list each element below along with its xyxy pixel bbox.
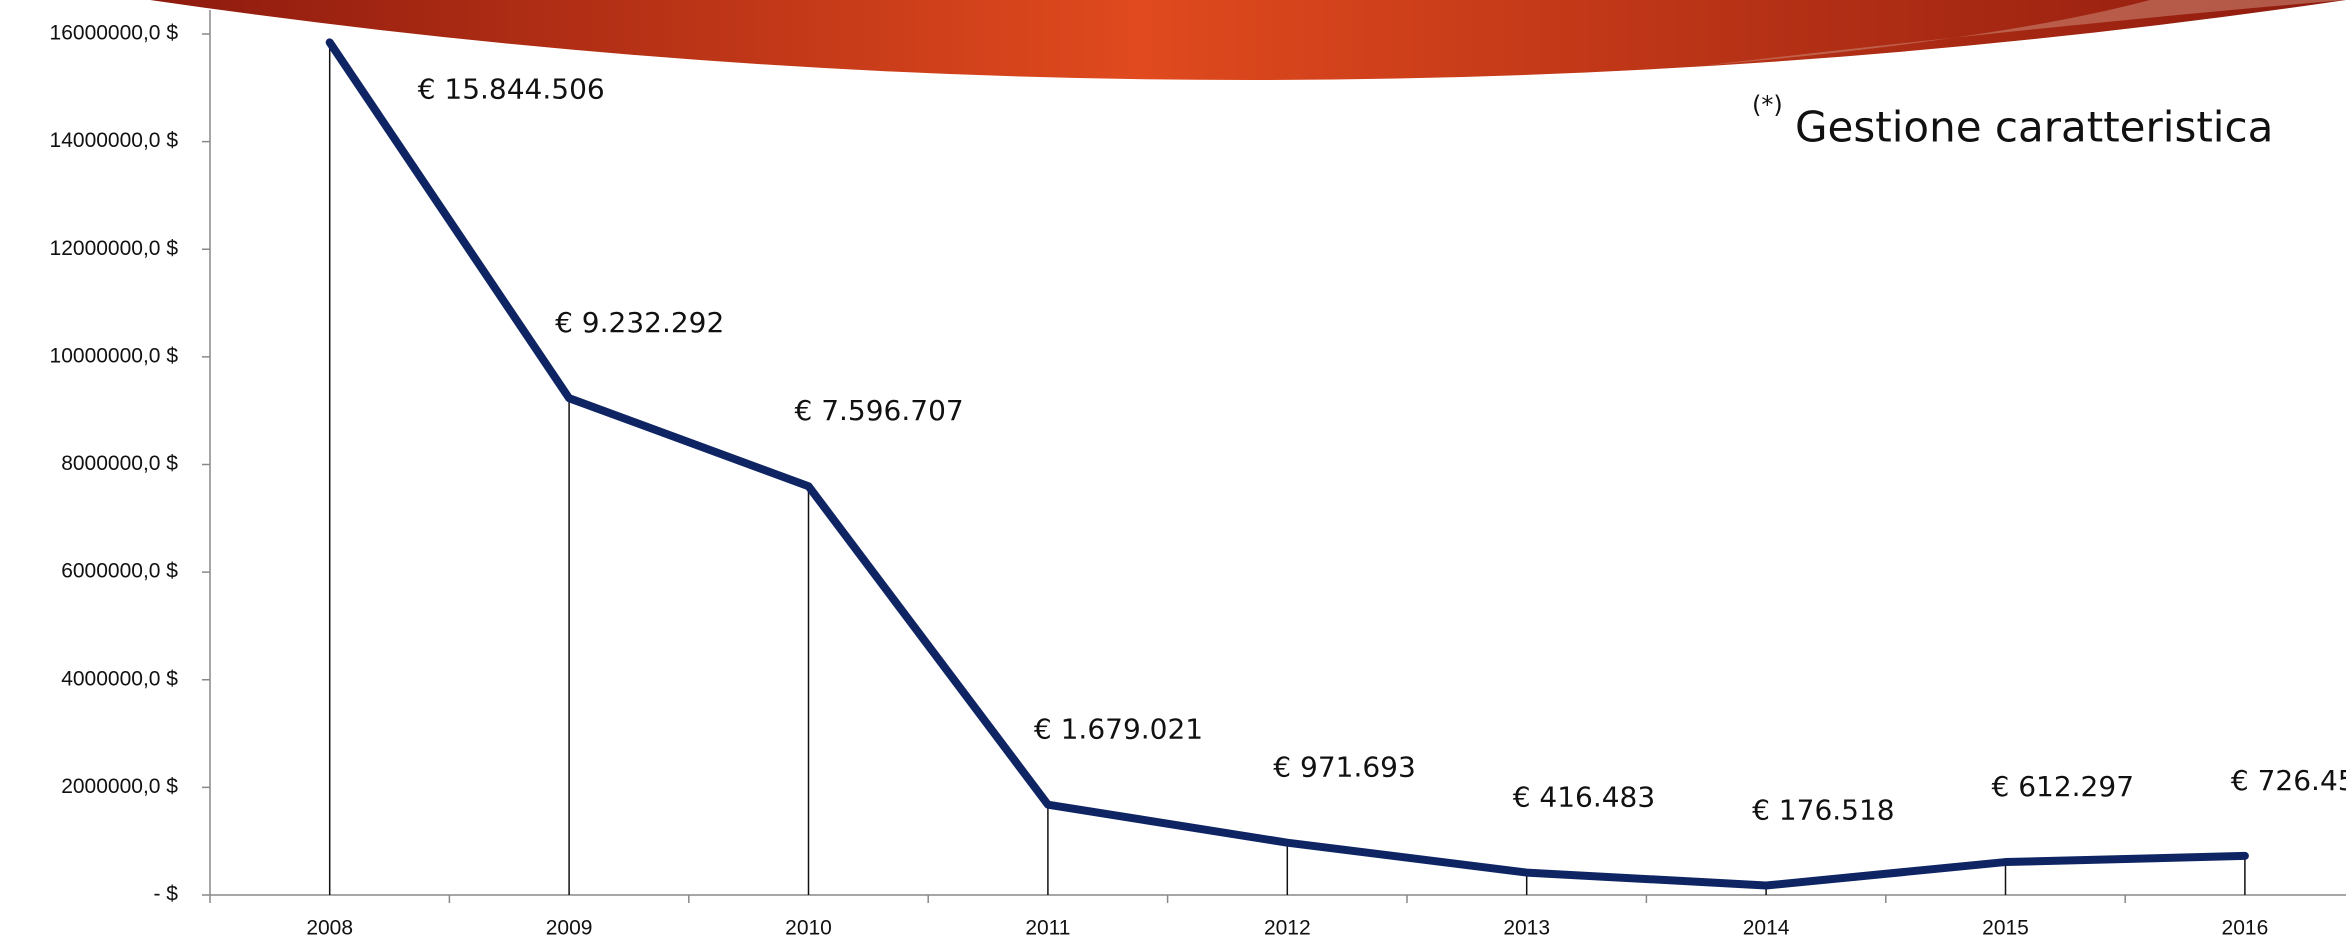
data-label: € 1.679.021 bbox=[1034, 713, 1203, 746]
y-tick-label: 14000000,0 $ bbox=[50, 129, 179, 152]
y-tick-label: 10000000,0 $ bbox=[50, 344, 179, 367]
data-label: € 15.844.506 bbox=[418, 72, 605, 105]
data-label: € 971.693 bbox=[1273, 751, 1416, 784]
y-tick-label: 2000000,0 $ bbox=[61, 775, 178, 798]
data-label: € 7.596.707 bbox=[795, 394, 964, 427]
header-swoosh bbox=[150, 0, 2346, 80]
x-tick-label: 2008 bbox=[306, 917, 353, 940]
data-label: € 416.483 bbox=[1513, 781, 1656, 814]
annotation-mark: (*) bbox=[1752, 91, 1783, 119]
x-tick-label: 2016 bbox=[2222, 917, 2269, 940]
x-tick-label: 2013 bbox=[1503, 917, 1550, 940]
x-tick-label: 2014 bbox=[1743, 917, 1790, 940]
header-swoosh-light bbox=[1700, 0, 2346, 66]
x-tick-label: 2015 bbox=[1982, 917, 2029, 940]
x-tick-label: 2010 bbox=[785, 917, 832, 940]
y-tick-label: - $ bbox=[153, 883, 178, 906]
data-label: € 726.453 bbox=[2231, 764, 2346, 797]
y-tick-label: 12000000,0 $ bbox=[50, 237, 179, 260]
x-tick-label: 2011 bbox=[1025, 917, 1070, 940]
y-tick-label: 4000000,0 $ bbox=[61, 667, 178, 690]
annotation: Gestione caratteristica bbox=[1795, 103, 2273, 152]
data-label: € 612.297 bbox=[1992, 770, 2135, 803]
x-tick-label: 2012 bbox=[1264, 917, 1311, 940]
x-tick-label: 2009 bbox=[546, 917, 593, 940]
y-tick-label: 6000000,0 $ bbox=[61, 560, 178, 583]
y-tick-label: 16000000,0 $ bbox=[50, 22, 179, 45]
data-label: € 176.518 bbox=[1752, 794, 1895, 827]
line bbox=[325, 38, 2249, 890]
data-label: € 9.232.292 bbox=[555, 306, 724, 339]
y-tick-label: 8000000,0 $ bbox=[61, 452, 178, 475]
